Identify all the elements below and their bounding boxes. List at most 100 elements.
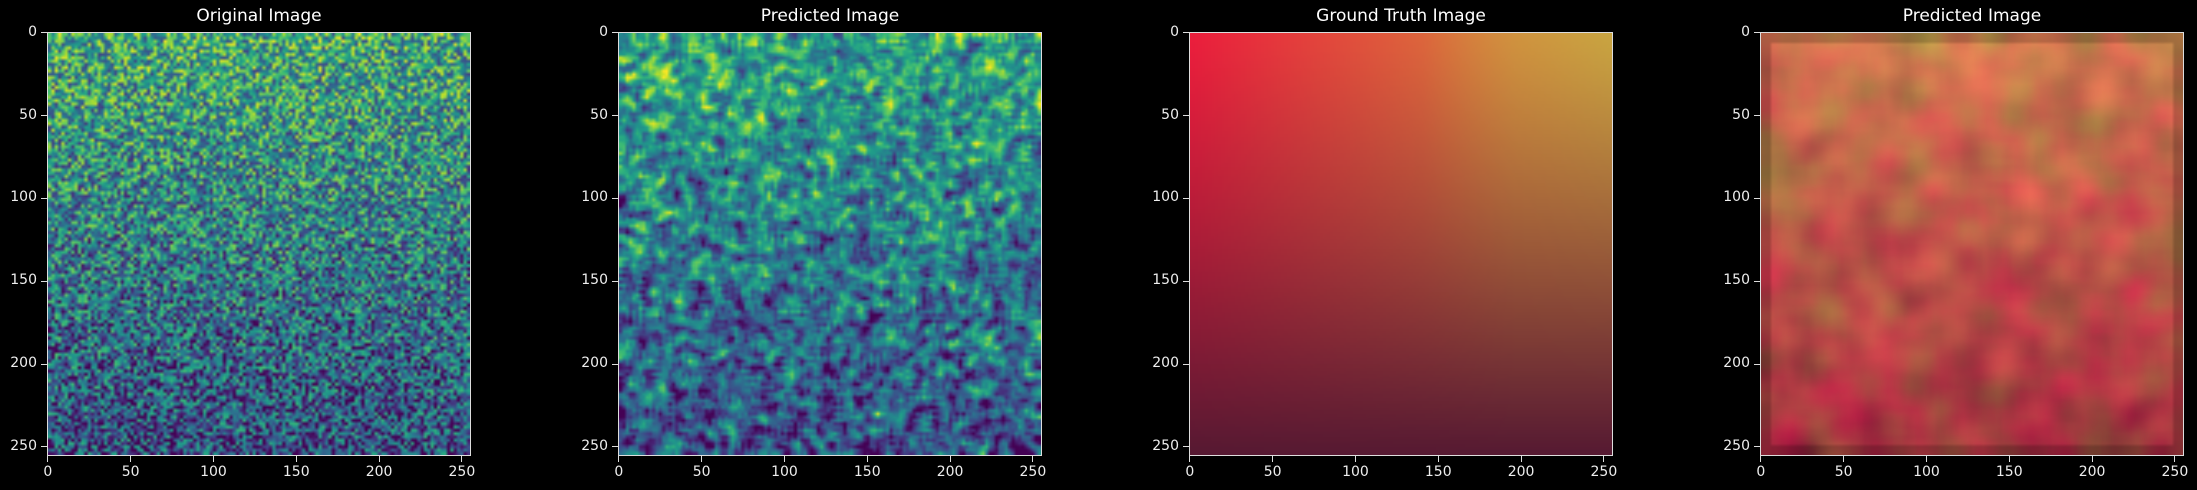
y-tick-label: 50 bbox=[1732, 106, 1750, 123]
y-tick-mark bbox=[41, 280, 47, 282]
x-tick-mark bbox=[701, 456, 703, 462]
x-tick-label: 150 bbox=[853, 464, 881, 480]
panel-title: Ground Truth Image bbox=[1316, 6, 1486, 26]
y-tick-label: 150 bbox=[10, 272, 37, 289]
x-tick-mark bbox=[1189, 456, 1191, 462]
y-tick-label: 200 bbox=[581, 355, 608, 372]
x-tick-label: 200 bbox=[2078, 464, 2106, 480]
x-tick-mark bbox=[1603, 456, 1605, 462]
y-tick-label: 200 bbox=[1723, 355, 1750, 372]
x-tick-label: 250 bbox=[1590, 464, 1618, 480]
x-tick-label: 100 bbox=[771, 464, 798, 480]
y-tick-mark bbox=[1754, 363, 1760, 365]
x-tick-mark bbox=[295, 456, 297, 462]
x-tick-mark bbox=[1032, 456, 1034, 462]
panel-title: Predicted Image bbox=[1902, 6, 2042, 26]
x-tick-label: 200 bbox=[936, 464, 964, 480]
y-tick-label: 100 bbox=[1152, 189, 1179, 206]
x-tick-mark bbox=[378, 456, 380, 462]
x-tick-label: 200 bbox=[365, 464, 393, 480]
y-tick-label: 250 bbox=[581, 437, 608, 454]
x-tick-mark bbox=[1843, 456, 1845, 462]
panel-title: Predicted Image bbox=[760, 6, 900, 26]
x-tick-label: 0 bbox=[1185, 464, 1195, 480]
y-tick-mark bbox=[1183, 280, 1189, 282]
y-tick-mark bbox=[41, 115, 47, 117]
x-tick-mark bbox=[618, 456, 620, 462]
x-tick-mark bbox=[949, 456, 951, 462]
y-tick-label: 50 bbox=[590, 106, 608, 123]
y-tick-mark bbox=[41, 32, 47, 34]
y-tick-mark bbox=[1754, 280, 1760, 282]
y-tick-label: 200 bbox=[10, 355, 37, 372]
y-tick-label: 50 bbox=[19, 106, 37, 123]
y-tick-mark bbox=[612, 32, 618, 34]
x-tick-mark bbox=[1272, 456, 1274, 462]
x-tick-mark bbox=[2091, 456, 2093, 462]
y-tick-label: 0 bbox=[1741, 23, 1750, 40]
y-tick-mark bbox=[1183, 115, 1189, 117]
x-tick-mark bbox=[461, 456, 463, 462]
y-tick-label: 100 bbox=[581, 189, 608, 206]
y-tick-mark bbox=[1183, 446, 1189, 448]
y-tick-mark bbox=[612, 363, 618, 365]
x-tick-label: 150 bbox=[1424, 464, 1452, 480]
y-tick-label: 0 bbox=[28, 23, 37, 40]
x-tick-mark bbox=[1354, 456, 1356, 462]
x-tick-mark bbox=[1520, 456, 1522, 462]
x-tick-mark bbox=[47, 456, 49, 462]
image-ground-truth bbox=[1189, 32, 1613, 456]
x-tick-mark bbox=[2008, 456, 2010, 462]
y-tick-label: 250 bbox=[10, 437, 37, 454]
x-tick-label: 100 bbox=[200, 464, 227, 480]
x-tick-label: 50 bbox=[1263, 464, 1282, 480]
y-tick-mark bbox=[1183, 32, 1189, 34]
image-original bbox=[47, 32, 471, 456]
x-tick-label: 150 bbox=[282, 464, 310, 480]
y-tick-mark bbox=[612, 115, 618, 117]
y-tick-mark bbox=[1183, 197, 1189, 199]
x-tick-label: 0 bbox=[614, 464, 624, 480]
x-tick-label: 0 bbox=[43, 464, 53, 480]
x-tick-label: 250 bbox=[1019, 464, 1047, 480]
x-tick-mark bbox=[783, 456, 785, 462]
x-tick-mark bbox=[1925, 456, 1927, 462]
y-tick-label: 150 bbox=[1723, 272, 1750, 289]
y-tick-label: 150 bbox=[1152, 272, 1179, 289]
x-tick-mark bbox=[2174, 456, 2176, 462]
x-tick-label: 50 bbox=[121, 464, 140, 480]
x-tick-label: 250 bbox=[448, 464, 476, 480]
panel-title: Original Image bbox=[196, 6, 322, 26]
y-tick-mark bbox=[612, 280, 618, 282]
x-tick-mark bbox=[1760, 456, 1762, 462]
y-tick-label: 0 bbox=[1170, 23, 1179, 40]
y-tick-mark bbox=[1754, 115, 1760, 117]
y-tick-label: 150 bbox=[581, 272, 608, 289]
y-tick-label: 0 bbox=[599, 23, 608, 40]
y-tick-mark bbox=[41, 197, 47, 199]
x-tick-label: 100 bbox=[1913, 464, 1940, 480]
x-tick-label: 150 bbox=[1995, 464, 2023, 480]
y-tick-label: 250 bbox=[1723, 437, 1750, 454]
x-tick-mark bbox=[130, 456, 132, 462]
x-tick-mark bbox=[1437, 456, 1439, 462]
x-tick-label: 200 bbox=[1507, 464, 1535, 480]
y-tick-mark bbox=[41, 446, 47, 448]
y-tick-mark bbox=[612, 446, 618, 448]
x-tick-label: 0 bbox=[1756, 464, 1766, 480]
y-tick-mark bbox=[1754, 32, 1760, 34]
x-tick-label: 100 bbox=[1342, 464, 1369, 480]
x-tick-label: 250 bbox=[2161, 464, 2189, 480]
x-tick-mark bbox=[212, 456, 214, 462]
y-tick-mark bbox=[1183, 363, 1189, 365]
x-tick-mark bbox=[866, 456, 868, 462]
y-tick-mark bbox=[612, 197, 618, 199]
y-tick-label: 200 bbox=[1152, 355, 1179, 372]
x-tick-label: 50 bbox=[1834, 464, 1853, 480]
y-tick-mark bbox=[1754, 197, 1760, 199]
image-predicted-1 bbox=[618, 32, 1042, 456]
y-tick-label: 100 bbox=[10, 189, 37, 206]
y-tick-mark bbox=[1754, 446, 1760, 448]
image-predicted-2 bbox=[1760, 32, 2184, 456]
x-tick-label: 50 bbox=[692, 464, 711, 480]
